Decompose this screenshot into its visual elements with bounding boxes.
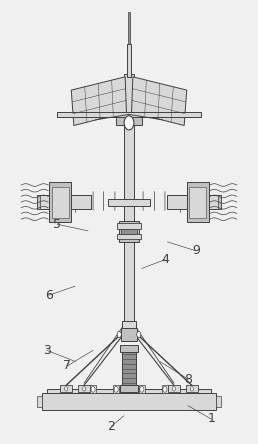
Text: 8: 8 <box>184 373 192 386</box>
Bar <box>42 393 216 410</box>
Bar <box>113 385 119 393</box>
Bar <box>37 195 40 209</box>
Ellipse shape <box>190 387 194 391</box>
Bar <box>218 195 221 209</box>
Polygon shape <box>216 396 221 408</box>
Ellipse shape <box>83 387 86 391</box>
Bar <box>121 328 137 341</box>
Bar <box>122 352 136 385</box>
Bar <box>139 385 145 393</box>
Text: 5: 5 <box>53 218 61 231</box>
Bar <box>162 385 168 393</box>
Bar <box>122 321 136 328</box>
Ellipse shape <box>140 386 144 392</box>
Bar <box>117 223 141 229</box>
Text: 6: 6 <box>45 289 53 301</box>
Bar <box>117 234 141 239</box>
Ellipse shape <box>114 386 118 392</box>
Bar <box>187 182 208 222</box>
Text: 7: 7 <box>63 359 71 373</box>
Bar <box>108 198 150 206</box>
Polygon shape <box>132 77 187 126</box>
Bar <box>78 385 90 392</box>
Bar <box>189 186 206 218</box>
Bar <box>120 385 138 392</box>
Bar <box>60 385 72 392</box>
Bar <box>116 117 142 125</box>
Bar <box>50 182 71 222</box>
Polygon shape <box>37 396 42 408</box>
Text: 4: 4 <box>161 253 169 266</box>
Bar <box>186 385 198 392</box>
Bar <box>90 385 96 393</box>
Bar <box>124 74 134 321</box>
Ellipse shape <box>117 331 121 337</box>
Bar <box>119 221 139 242</box>
Bar <box>168 385 180 392</box>
Ellipse shape <box>163 386 167 392</box>
Text: 3: 3 <box>43 344 51 357</box>
Bar <box>128 12 130 44</box>
Ellipse shape <box>172 387 175 391</box>
Bar <box>127 44 131 77</box>
Bar <box>37 195 91 209</box>
Bar <box>52 186 69 218</box>
Ellipse shape <box>64 387 68 391</box>
Polygon shape <box>71 77 126 126</box>
Bar <box>167 195 221 209</box>
Ellipse shape <box>91 386 95 392</box>
Bar <box>121 229 137 234</box>
Text: 1: 1 <box>207 412 215 425</box>
Text: 9: 9 <box>192 244 200 257</box>
Bar <box>47 389 211 393</box>
Ellipse shape <box>137 331 141 337</box>
Ellipse shape <box>124 116 134 130</box>
Bar <box>120 345 138 352</box>
Text: 2: 2 <box>107 420 115 433</box>
Bar <box>57 112 201 117</box>
